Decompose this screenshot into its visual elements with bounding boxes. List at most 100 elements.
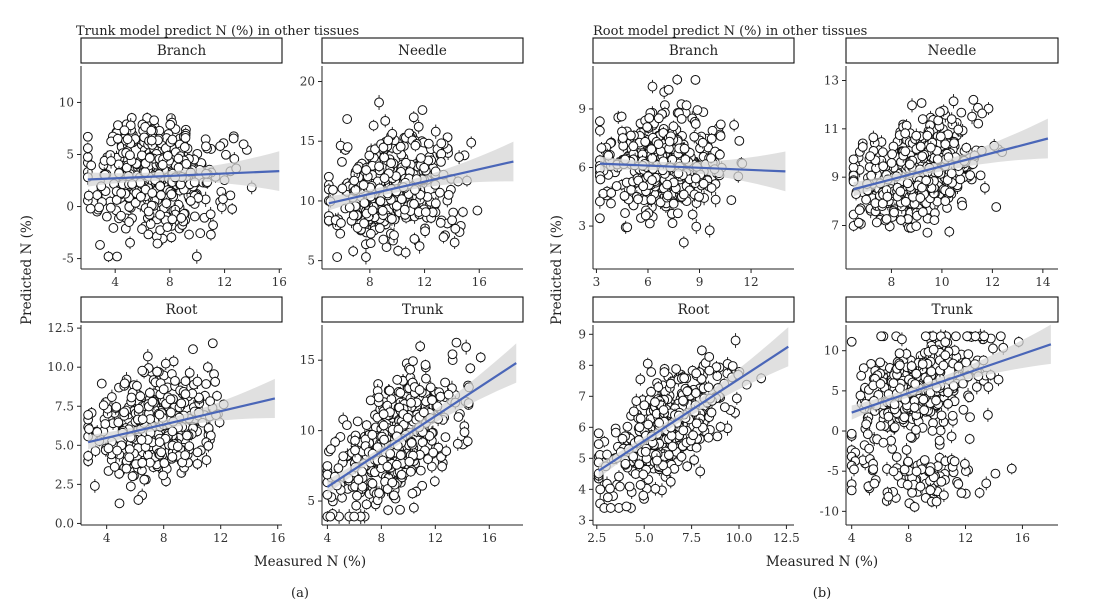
point-marker: [373, 392, 384, 403]
data-point: [205, 396, 216, 407]
point-marker: [176, 213, 187, 223]
point-marker: [374, 97, 384, 108]
x-tick-label: 12: [743, 275, 758, 289]
point-marker: [405, 466, 416, 477]
data-point: [322, 461, 333, 471]
point-marker: [158, 470, 169, 481]
point-marker: [395, 141, 406, 152]
point-marker: [423, 138, 434, 149]
data-point: [192, 457, 203, 471]
point-marker: [82, 143, 93, 154]
point-marker: [379, 173, 390, 184]
facet-a-trunk: Trunk 4 8 12 16 5 10 15: [300, 296, 524, 545]
point-marker: [116, 188, 127, 198]
point-marker: [94, 202, 105, 213]
point-marker: [154, 437, 165, 447]
point-marker: [124, 444, 135, 455]
point-marker: [342, 114, 353, 124]
data-point: [137, 365, 148, 376]
point-marker: [82, 131, 93, 142]
facet-a-needle: Needle 8 12 16 5 10 15 20: [300, 37, 524, 289]
point-marker: [202, 362, 213, 372]
point-marker: [383, 135, 394, 146]
point-marker: [84, 424, 94, 434]
point-marker: [401, 157, 411, 168]
data-point: [383, 504, 393, 516]
point-marker: [227, 204, 238, 214]
point-marker: [144, 387, 155, 398]
point-marker: [435, 391, 446, 402]
point-marker: [83, 190, 94, 201]
data-point: [408, 501, 419, 514]
y-tick-label: 15: [300, 353, 315, 367]
data-point: [158, 384, 169, 395]
point-marker: [443, 189, 454, 200]
data-point: [124, 150, 135, 161]
data-point: [365, 395, 376, 406]
data-point: [201, 452, 212, 468]
data-point: [395, 141, 406, 152]
point-marker: [342, 420, 352, 431]
y-tick-label: 10: [59, 95, 74, 109]
data-point: [325, 444, 336, 455]
data-point: [215, 140, 226, 152]
point-marker: [147, 188, 158, 198]
point-marker: [417, 437, 428, 448]
data-point: [206, 228, 216, 241]
point-marker: [367, 429, 378, 440]
point-marker: [404, 456, 415, 467]
point-marker: [170, 375, 180, 386]
data-point: [135, 391, 146, 402]
point-marker: [162, 150, 173, 161]
point-marker: [201, 141, 211, 152]
point-marker: [96, 378, 107, 389]
point-marker: [207, 338, 218, 349]
point-marker: [336, 218, 346, 228]
data-point: [94, 202, 105, 213]
data-point: [391, 459, 402, 470]
data-point: [348, 245, 359, 258]
data-point: [167, 134, 178, 145]
facet-a-branch: Branch 4 8 12 16 -5 0 5 10: [59, 37, 287, 289]
point-marker: [103, 251, 114, 262]
point-marker: [216, 202, 227, 213]
x-tick-label: 4: [103, 531, 111, 545]
data-point: [137, 414, 148, 425]
data-point: [166, 231, 177, 243]
data-point: [409, 199, 419, 209]
point-marker: [137, 414, 148, 425]
panel-a-x-axis-label: Measured N (%): [254, 554, 366, 570]
point-marker: [160, 358, 171, 369]
panel-a-title: Trunk model predict N (%) in other tissu…: [76, 24, 359, 39]
y-tick-label: 3: [578, 219, 586, 233]
point-marker: [112, 251, 122, 262]
point-marker: [407, 488, 418, 499]
point-marker: [447, 349, 458, 360]
x-tick-label: 16: [472, 275, 487, 289]
point-marker: [386, 158, 396, 169]
data-point: [342, 114, 353, 124]
point-marker: [361, 252, 371, 262]
data-point: [83, 189, 94, 202]
data-point: [396, 194, 407, 205]
point-marker: [365, 238, 376, 249]
data-point: [375, 196, 386, 207]
point-marker: [323, 171, 334, 182]
data-point: [162, 222, 173, 233]
data-point: [238, 139, 249, 150]
point-marker: [338, 451, 349, 462]
x-tick-label: 4: [111, 275, 119, 289]
data-point: [125, 481, 136, 492]
data-point: [124, 217, 134, 227]
x-tick-label: 9: [696, 275, 704, 289]
facet-plots: Branch 4 8 12 16 -5 0 5 10 Needle 8 12 16 5 10 15 20 Root…: [47, 37, 1059, 545]
point-marker: [205, 396, 216, 407]
data-point: [228, 133, 239, 144]
point-marker: [359, 218, 369, 229]
data-point: [201, 141, 211, 152]
facet-strip-label: Branch: [669, 43, 719, 59]
point-marker: [382, 461, 393, 472]
point-marker: [367, 478, 378, 489]
point-marker: [184, 441, 195, 452]
point-marker: [425, 382, 436, 393]
